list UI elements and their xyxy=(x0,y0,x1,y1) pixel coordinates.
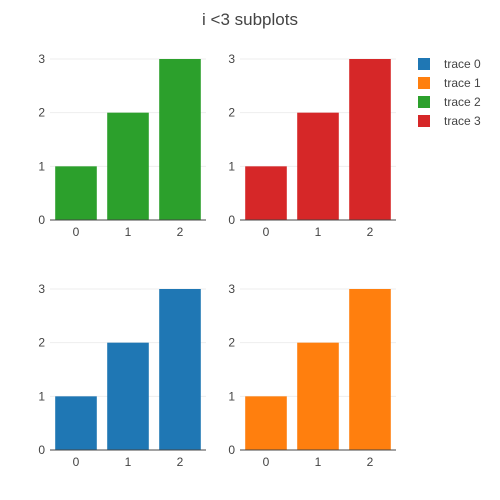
legend-label: trace 2 xyxy=(444,95,481,109)
legend-item-trace-3[interactable]: trace 3 xyxy=(418,114,481,128)
y-tick-label: 3 xyxy=(228,52,235,66)
chart-title: i <3 subplots xyxy=(202,10,298,29)
y-tick-label: 0 xyxy=(228,213,235,227)
y-tick-label: 1 xyxy=(38,159,45,173)
legend-label: trace 3 xyxy=(444,114,481,128)
x-tick-label: 2 xyxy=(367,225,374,239)
y-tick-label: 1 xyxy=(38,389,45,403)
y-tick-label: 0 xyxy=(38,443,45,457)
bar[interactable] xyxy=(297,342,339,450)
x-tick-label: 2 xyxy=(177,455,184,469)
legend[interactable]: trace 0 trace 1 trace 2 trace 3 xyxy=(418,57,481,128)
y-tick-label: 2 xyxy=(228,106,235,120)
x-tick-label: 0 xyxy=(73,225,80,239)
y-tick-label: 1 xyxy=(228,389,235,403)
y-tick-label: 3 xyxy=(228,282,235,296)
y-tick-label: 3 xyxy=(38,282,45,296)
bar[interactable] xyxy=(245,166,287,220)
y-tick-label: 2 xyxy=(228,336,235,350)
x-tick-label: 0 xyxy=(263,225,270,239)
x-tick-label: 1 xyxy=(315,455,322,469)
plot-area: 0 1 2 3 0 1 2 0 1 2 3 0 1 2 0 1 2 3 0 1 2 0 1 2 3 0 1 2 xyxy=(38,52,396,469)
legend-label: trace 0 xyxy=(444,57,481,71)
subplot-3: 0 1 2 3 0 1 2 xyxy=(38,282,206,469)
y-tick-label: 0 xyxy=(228,443,235,457)
bar[interactable] xyxy=(297,112,339,220)
legend-swatch xyxy=(418,77,430,89)
legend-item-trace-1[interactable]: trace 1 xyxy=(418,76,481,90)
subplot-4: 0 1 2 3 0 1 2 xyxy=(228,282,396,469)
bar[interactable] xyxy=(159,289,201,450)
legend-swatch xyxy=(418,58,430,70)
bar[interactable] xyxy=(349,289,391,450)
x-tick-label: 0 xyxy=(263,455,270,469)
y-tick-label: 2 xyxy=(38,106,45,120)
bar[interactable] xyxy=(245,396,287,450)
y-tick-label: 0 xyxy=(38,213,45,227)
legend-label: trace 1 xyxy=(444,76,481,90)
y-tick-label: 3 xyxy=(38,52,45,66)
bar[interactable] xyxy=(107,112,149,220)
legend-item-trace-2[interactable]: trace 2 xyxy=(418,95,481,109)
subplot-1: 0 1 2 3 0 1 2 xyxy=(38,52,206,239)
legend-swatch xyxy=(418,115,430,127)
bar[interactable] xyxy=(349,59,391,220)
x-tick-label: 1 xyxy=(125,225,132,239)
y-tick-label: 2 xyxy=(38,336,45,350)
x-tick-label: 0 xyxy=(73,455,80,469)
subplot-2: 0 1 2 3 0 1 2 xyxy=(228,52,396,239)
bar[interactable] xyxy=(55,166,97,220)
bar[interactable] xyxy=(55,396,97,450)
y-tick-label: 1 xyxy=(228,159,235,173)
x-tick-label: 2 xyxy=(367,455,374,469)
x-tick-label: 1 xyxy=(125,455,132,469)
legend-swatch xyxy=(418,96,430,108)
x-tick-label: 2 xyxy=(177,225,184,239)
legend-item-trace-0[interactable]: trace 0 xyxy=(418,57,481,71)
bar[interactable] xyxy=(107,342,149,450)
bar[interactable] xyxy=(159,59,201,220)
x-tick-label: 1 xyxy=(315,225,322,239)
